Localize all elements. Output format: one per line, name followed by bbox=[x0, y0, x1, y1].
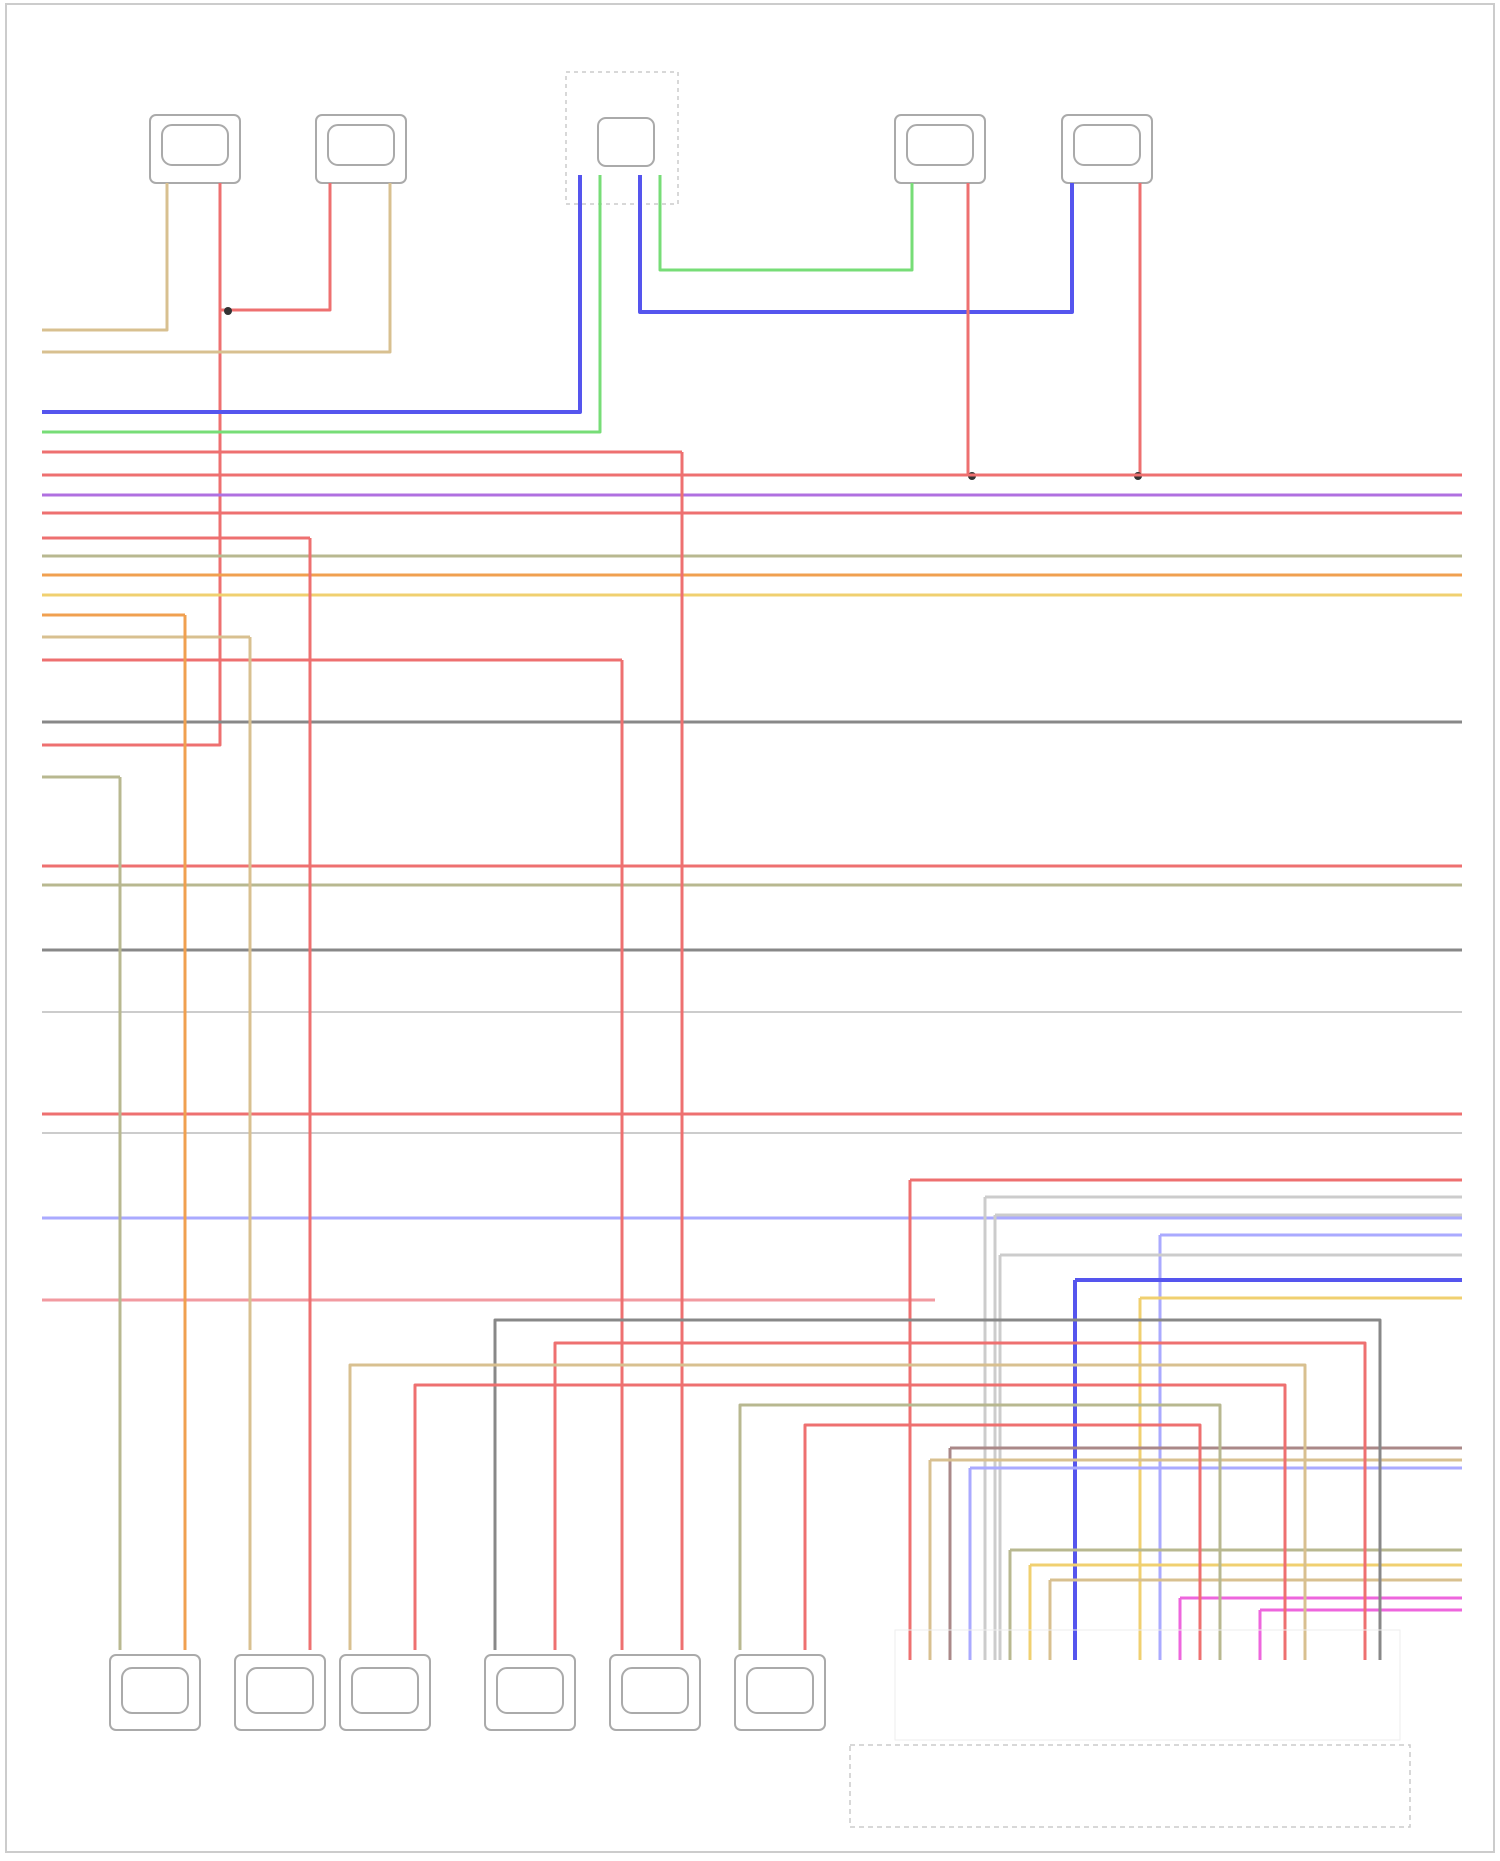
injector-1-inner bbox=[121, 1667, 189, 1714]
top-component-4-inner bbox=[1073, 124, 1141, 166]
injector-6-inner bbox=[746, 1667, 814, 1714]
loop-olive bbox=[738, 1403, 1222, 1660]
loop-red-2 bbox=[413, 1383, 1287, 1660]
engine-module-outline bbox=[849, 1744, 1411, 1828]
wire-valve2-a bbox=[220, 183, 332, 312]
injector-5 bbox=[609, 1654, 701, 1731]
injector-2 bbox=[234, 1654, 326, 1731]
top-component-3-inner bbox=[906, 124, 974, 166]
wire-o2-blue bbox=[42, 175, 582, 414]
wire-valve1-b bbox=[42, 183, 222, 747]
wire-valve1-a bbox=[42, 183, 169, 332]
injector-2-inner bbox=[246, 1667, 314, 1714]
injector-3 bbox=[339, 1654, 431, 1731]
wire-o2-to-valve5 bbox=[638, 175, 1074, 314]
wire-o2-green bbox=[42, 175, 602, 434]
loop-gray bbox=[493, 1318, 1382, 1660]
engine-module-connector bbox=[894, 1629, 1401, 1741]
top-component-1-inner bbox=[161, 124, 229, 166]
injector-4-inner bbox=[496, 1667, 564, 1714]
injector-3-inner bbox=[351, 1667, 419, 1714]
top-component-3-outline bbox=[565, 71, 679, 205]
injector-6 bbox=[734, 1654, 826, 1731]
injector-4 bbox=[484, 1654, 576, 1731]
injector-5-inner bbox=[621, 1667, 689, 1714]
wire-valve2-b bbox=[42, 183, 392, 354]
top-component-3-body bbox=[597, 117, 655, 167]
loop-red-3 bbox=[803, 1423, 1202, 1660]
splice-dot-1 bbox=[224, 307, 232, 315]
diagram-border bbox=[5, 3, 1495, 1853]
loop-red-1 bbox=[553, 1341, 1367, 1660]
wire-o2-to-valve4 bbox=[658, 175, 914, 272]
top-component-2-inner bbox=[327, 124, 395, 166]
loop-tan bbox=[348, 1363, 1307, 1660]
injector-1 bbox=[109, 1654, 201, 1731]
